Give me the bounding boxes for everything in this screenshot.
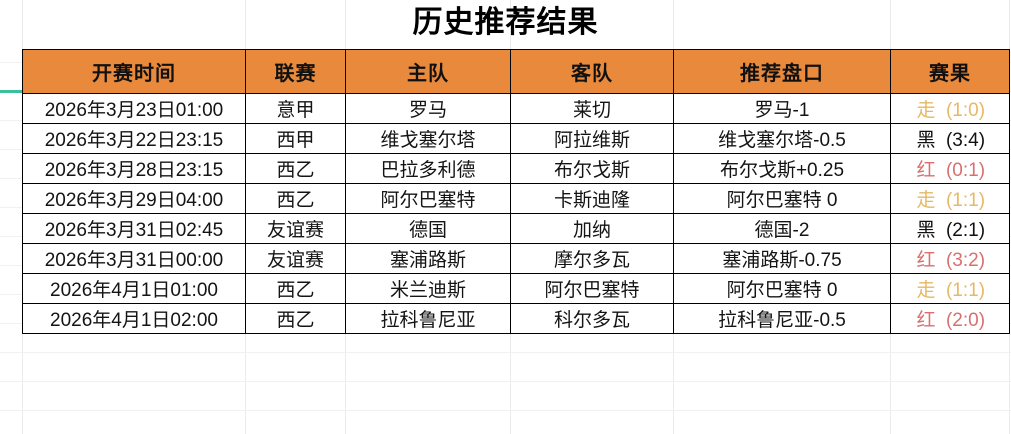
cell-away-team[interactable]: 卡斯迪隆: [510, 183, 674, 214]
cell-league[interactable]: 友谊赛: [245, 213, 346, 244]
result-badge: 走 (1:1): [915, 185, 985, 212]
cell-result[interactable]: 红 (3:2): [890, 243, 1010, 274]
table-row[interactable]: 2026年3月31日02:45 友谊赛 德国 加纳 德国-2 黑 (2:1): [22, 213, 1010, 244]
cell-league[interactable]: 西乙: [245, 273, 346, 304]
cell-result[interactable]: 走 (1:1): [890, 273, 1010, 304]
cell-result[interactable]: 红 (0:1): [890, 153, 1010, 184]
cell-handicap[interactable]: 布尔戈斯+0.25: [673, 153, 891, 184]
cell-away-team[interactable]: 阿尔巴塞特: [510, 273, 674, 304]
result-outcome-glyph: 红: [916, 250, 936, 271]
cell-home-team[interactable]: 维戈塞尔塔: [345, 123, 511, 154]
cell-match-time[interactable]: 2026年3月29日04:00: [22, 183, 246, 214]
cell-home-team[interactable]: 罗马: [345, 93, 511, 124]
table-row[interactable]: 2026年3月22日23:15 西甲 维戈塞尔塔 阿拉维斯 维戈塞尔塔-0.5 黑 (3:4…: [22, 123, 1010, 154]
title-bar: 历史推荐结果: [0, 0, 1011, 48]
table-row[interactable]: 2026年3月28日23:15 西乙 巴拉多利德 布尔戈斯 布尔戈斯+0.25 红 (0:1…: [22, 153, 1010, 184]
cell-away-team[interactable]: 莱切: [510, 93, 674, 124]
grid-row-line: [0, 381, 1011, 382]
column-header-away[interactable]: 客队: [510, 49, 674, 94]
cell-match-time[interactable]: 2026年4月1日01:00: [22, 273, 246, 304]
result-score: (0:1): [945, 160, 986, 181]
page-title: 历史推荐结果: [412, 6, 599, 39]
cell-match-time[interactable]: 2026年3月31日00:00: [22, 243, 246, 274]
cell-league[interactable]: 西乙: [245, 153, 346, 184]
result-badge: 黑 (3:4): [915, 125, 985, 152]
column-header-line[interactable]: 推荐盘口: [673, 49, 891, 94]
column-header-result[interactable]: 赛果: [890, 49, 1010, 94]
table-row[interactable]: 2026年3月23日01:00 意甲 罗马 莱切 罗马-1 走 (1:0): [22, 93, 1010, 124]
cell-result[interactable]: 黑 (3:4): [890, 123, 1010, 154]
column-header-time[interactable]: 开赛时间: [22, 49, 246, 94]
result-outcome-glyph: 走: [916, 100, 936, 121]
cell-handicap[interactable]: 拉科鲁尼亚-0.5: [673, 303, 891, 334]
result-outcome-glyph: 红: [916, 310, 936, 331]
cell-league[interactable]: 西乙: [245, 303, 346, 334]
cell-league[interactable]: 意甲: [245, 93, 346, 124]
cell-result[interactable]: 黑 (2:1): [890, 213, 1010, 244]
result-outcome-glyph: 走: [916, 190, 936, 211]
cell-result[interactable]: 红 (2:0): [890, 303, 1010, 334]
cell-home-team[interactable]: 阿尔巴塞特: [345, 183, 511, 214]
cell-league[interactable]: 西甲: [245, 123, 346, 154]
cell-home-team[interactable]: 巴拉多利德: [345, 153, 511, 184]
table-row[interactable]: 2026年4月1日01:00 西乙 米兰迪斯 阿尔巴塞特 阿尔巴塞特 0 走 (1:1): [22, 273, 1010, 304]
cell-league[interactable]: 西乙: [245, 183, 346, 214]
cell-match-time[interactable]: 2026年4月1日02:00: [22, 303, 246, 334]
table-row[interactable]: 2026年3月31日00:00 友谊赛 塞浦路斯 摩尔多瓦 塞浦路斯-0.75 红 (3:2…: [22, 243, 1010, 274]
result-outcome-glyph: 黑: [916, 130, 936, 151]
cell-match-time[interactable]: 2026年3月31日02:45: [22, 213, 246, 244]
grid-row-line: [0, 410, 1011, 411]
cell-selection-marker: [0, 90, 22, 93]
cell-handicap[interactable]: 德国-2: [673, 213, 891, 244]
cell-match-time[interactable]: 2026年3月22日23:15: [22, 123, 246, 154]
cell-away-team[interactable]: 加纳: [510, 213, 674, 244]
grid-row-line: [0, 352, 1011, 353]
result-score: (3:4): [945, 130, 986, 151]
column-header-home[interactable]: 主队: [345, 49, 511, 94]
cell-league[interactable]: 友谊赛: [245, 243, 346, 274]
result-outcome-glyph: 红: [916, 160, 936, 181]
cell-handicap[interactable]: 阿尔巴塞特 0: [673, 183, 891, 214]
result-badge: 黑 (2:1): [915, 215, 985, 242]
cell-home-team[interactable]: 米兰迪斯: [345, 273, 511, 304]
result-outcome-glyph: 黑: [916, 220, 936, 241]
cell-handicap[interactable]: 阿尔巴塞特 0: [673, 273, 891, 304]
result-score: (1:1): [945, 190, 986, 211]
history-recommendation-table: 开赛时间 联赛 主队 客队 推荐盘口 赛果 2026年3月23日01:00 意甲罗…: [22, 49, 1010, 334]
cell-home-team[interactable]: 德国: [345, 213, 511, 244]
result-outcome-glyph: 走: [916, 280, 936, 301]
result-score: (2:1): [945, 220, 986, 241]
result-badge: 红 (2:0): [915, 305, 985, 332]
result-badge: 走 (1:0): [915, 95, 985, 122]
cell-home-team[interactable]: 塞浦路斯: [345, 243, 511, 274]
table-row[interactable]: 2026年4月1日02:00 西乙 拉科鲁尼亚 科尔多瓦 拉科鲁尼亚-0.5 红 (2:0): [22, 303, 1010, 334]
result-score: (2:0): [945, 310, 986, 331]
result-badge: 走 (1:1): [915, 275, 985, 302]
table-body: 2026年3月23日01:00 意甲 罗马 莱切 罗马-1 走 (1:0) 2026年3月22…: [22, 93, 1010, 334]
cell-away-team[interactable]: 科尔多瓦: [510, 303, 674, 334]
result-score: (1:1): [945, 280, 986, 301]
result-badge: 红 (0:1): [915, 155, 985, 182]
column-header-league[interactable]: 联赛: [245, 49, 346, 94]
cell-match-time[interactable]: 2026年3月28日23:15: [22, 153, 246, 184]
cell-away-team[interactable]: 布尔戈斯: [510, 153, 674, 184]
cell-away-team[interactable]: 阿拉维斯: [510, 123, 674, 154]
cell-away-team[interactable]: 摩尔多瓦: [510, 243, 674, 274]
cell-home-team[interactable]: 拉科鲁尼亚: [345, 303, 511, 334]
result-badge: 红 (3:2): [915, 245, 985, 272]
result-score: (1:0): [945, 100, 986, 121]
cell-handicap[interactable]: 罗马-1: [673, 93, 891, 124]
cell-result[interactable]: 走 (1:0): [890, 93, 1010, 124]
cell-handicap[interactable]: 塞浦路斯-0.75: [673, 243, 891, 274]
result-score: (3:2): [945, 250, 986, 271]
cell-handicap[interactable]: 维戈塞尔塔-0.5: [673, 123, 891, 154]
table-row[interactable]: 2026年3月29日04:00 西乙 阿尔巴塞特 卡斯迪隆 阿尔巴塞特 0 走 (1:1): [22, 183, 1010, 214]
table-header-row: 开赛时间 联赛 主队 客队 推荐盘口 赛果: [22, 49, 1010, 94]
cell-match-time[interactable]: 2026年3月23日01:00: [22, 93, 246, 124]
cell-result[interactable]: 走 (1:1): [890, 183, 1010, 214]
